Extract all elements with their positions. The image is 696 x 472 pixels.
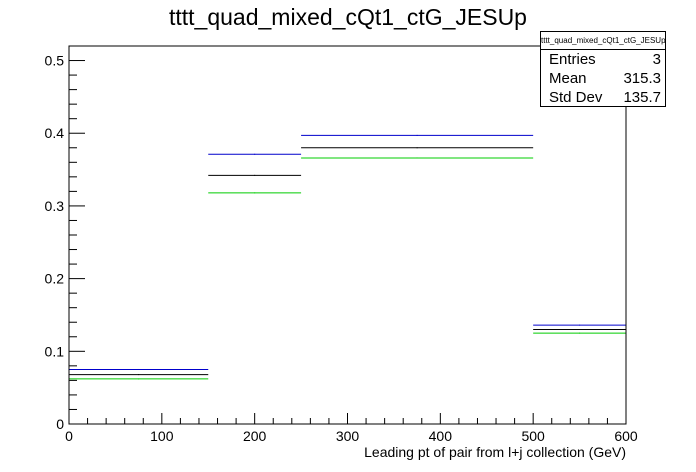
stats-box: tttt_quad_mixed_cQt1_ctG_JESUp Entries 3… (540, 31, 666, 107)
x-tick-label: 500 (521, 428, 545, 444)
x-tick-label: 100 (150, 428, 174, 444)
stats-label: Std Dev (549, 89, 603, 106)
series-layer (69, 134, 626, 380)
x-axis-label: Leading pt of pair from l+j collection (… (364, 444, 626, 460)
chart-title: tttt_quad_mixed_cQt1_ctG_JESUp (169, 4, 527, 30)
stats-value: 315.3 (623, 70, 661, 87)
stats-row-entries: Entries 3 (541, 50, 665, 69)
x-tick-label: 200 (243, 428, 267, 444)
y-tick-label: 0.1 (45, 343, 65, 359)
x-tick-label: 0 (65, 428, 73, 444)
y-tick-label: 0 (56, 416, 64, 432)
y-tick-label: 0.2 (45, 271, 65, 287)
x-tick-label: 600 (614, 428, 638, 444)
y-tick-label: 0.5 (45, 53, 65, 69)
stats-label: Mean (549, 70, 587, 87)
stats-box-title: tttt_quad_mixed_cQt1_ctG_JESUp (541, 32, 665, 50)
stats-value: 135.7 (623, 89, 661, 106)
stats-row-mean: Mean 315.3 (541, 69, 665, 88)
stats-value: 3 (652, 51, 661, 68)
x-tick-label: 300 (336, 428, 360, 444)
y-tick-label: 0.3 (45, 198, 65, 214)
axis-layer: 0 100 200 300 400 500 600 0 0.1 0.2 0.3 0.4 0.5 (45, 45, 638, 444)
y-tick-label: 0.4 (45, 125, 65, 141)
stats-row-stddev: Std Dev 135.7 (541, 88, 665, 107)
x-tick-label: 400 (429, 428, 453, 444)
stats-label: Entries (549, 51, 596, 68)
